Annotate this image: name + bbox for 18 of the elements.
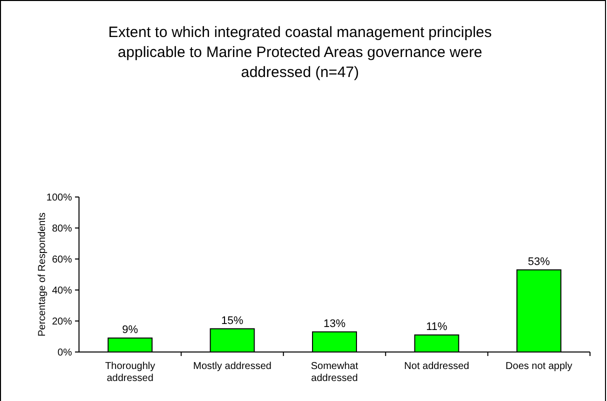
y-tick-label: 80% xyxy=(52,224,72,234)
y-tick-label: 20% xyxy=(52,316,72,328)
x-tick-label: Thoroughly addressed xyxy=(105,361,156,384)
data-label: 9% xyxy=(122,324,138,336)
y-axis-title: Percentage of Respondents xyxy=(37,212,48,336)
data-label: 11% xyxy=(426,320,448,333)
x-tick-label: Not addressed xyxy=(404,361,470,372)
y-tick-label: 100% xyxy=(46,192,72,204)
x-tick-label: Does not apply xyxy=(506,361,572,372)
y-tick-label: 40% xyxy=(52,286,72,296)
x-tick-label: Mostly addressed xyxy=(193,361,272,372)
y-tick-label: 60% xyxy=(52,254,72,266)
y-tick-label: 0% xyxy=(58,348,72,358)
data-label: 15% xyxy=(221,314,244,327)
data-label: 53% xyxy=(528,256,550,268)
chart-title: Extent to which integrated coastal management principles applicable to Marine Protected Areas governance were addressed (n=47) xyxy=(108,24,492,81)
data-label: 13% xyxy=(323,318,346,330)
x-tick-label: Somewhat addressed xyxy=(310,361,358,384)
